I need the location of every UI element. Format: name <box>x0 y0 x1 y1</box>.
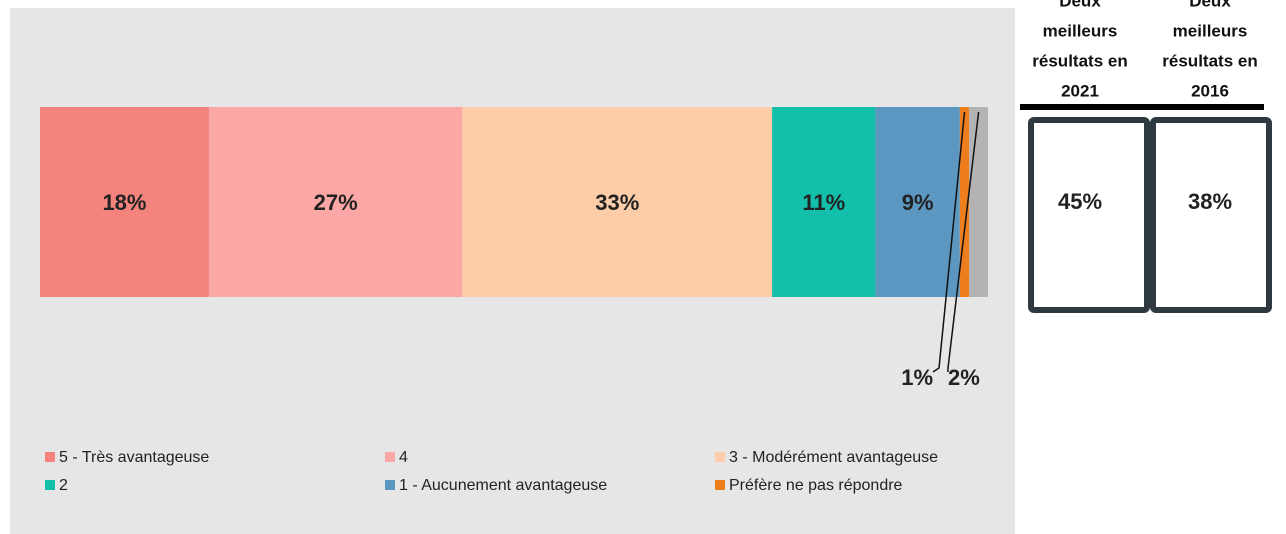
summary-title: Deux <box>1059 0 1101 10</box>
legend-label: 4 <box>399 449 408 466</box>
segment-label: 9% <box>902 190 934 215</box>
bar-segment <box>875 107 960 297</box>
bar-segment <box>772 107 876 297</box>
summary-title: Deux <box>1189 0 1231 10</box>
legend-swatch <box>385 452 395 462</box>
bar-segment <box>462 107 773 297</box>
segment-label: 27% <box>314 190 358 215</box>
summary-title: résultats en <box>1162 51 1257 70</box>
legend-label: 5 - Très avantageuse <box>59 449 209 466</box>
segment-label: 33% <box>595 190 639 215</box>
legend-swatch <box>45 452 55 462</box>
legend-label: 1 - Aucunement avantageuse <box>399 477 607 494</box>
leader-line <box>932 111 966 373</box>
legend-swatch <box>385 480 395 490</box>
legend-swatch <box>715 480 725 490</box>
summary-title: résultats en <box>1032 51 1127 70</box>
summary-box <box>1150 117 1272 313</box>
bar-segment <box>969 107 988 297</box>
leader-line <box>947 111 980 372</box>
summary-box <box>1028 117 1150 313</box>
segment-label: 1% <box>901 365 933 390</box>
segment-label: 18% <box>102 190 146 215</box>
legend-swatch <box>45 480 55 490</box>
summary-title: meilleurs <box>1043 21 1118 40</box>
summary-value: 45% <box>1058 189 1102 214</box>
legend-label: Préfère ne pas répondre <box>729 477 903 494</box>
legend-swatch <box>715 452 725 462</box>
legend-label: 2 <box>59 477 68 494</box>
summary-title: meilleurs <box>1173 21 1248 40</box>
segment-label: 11% <box>802 190 845 215</box>
segment-label: 2% <box>948 365 980 390</box>
bar-segment <box>959 107 970 297</box>
summary-value: 38% <box>1188 189 1232 214</box>
legend-label: 3 - Modérément avantageuse <box>729 449 938 466</box>
bar-segment <box>208 107 463 297</box>
summary-title: 2016 <box>1191 81 1229 100</box>
summary-title: 2021 <box>1061 81 1099 100</box>
bar-segment <box>40 107 209 297</box>
